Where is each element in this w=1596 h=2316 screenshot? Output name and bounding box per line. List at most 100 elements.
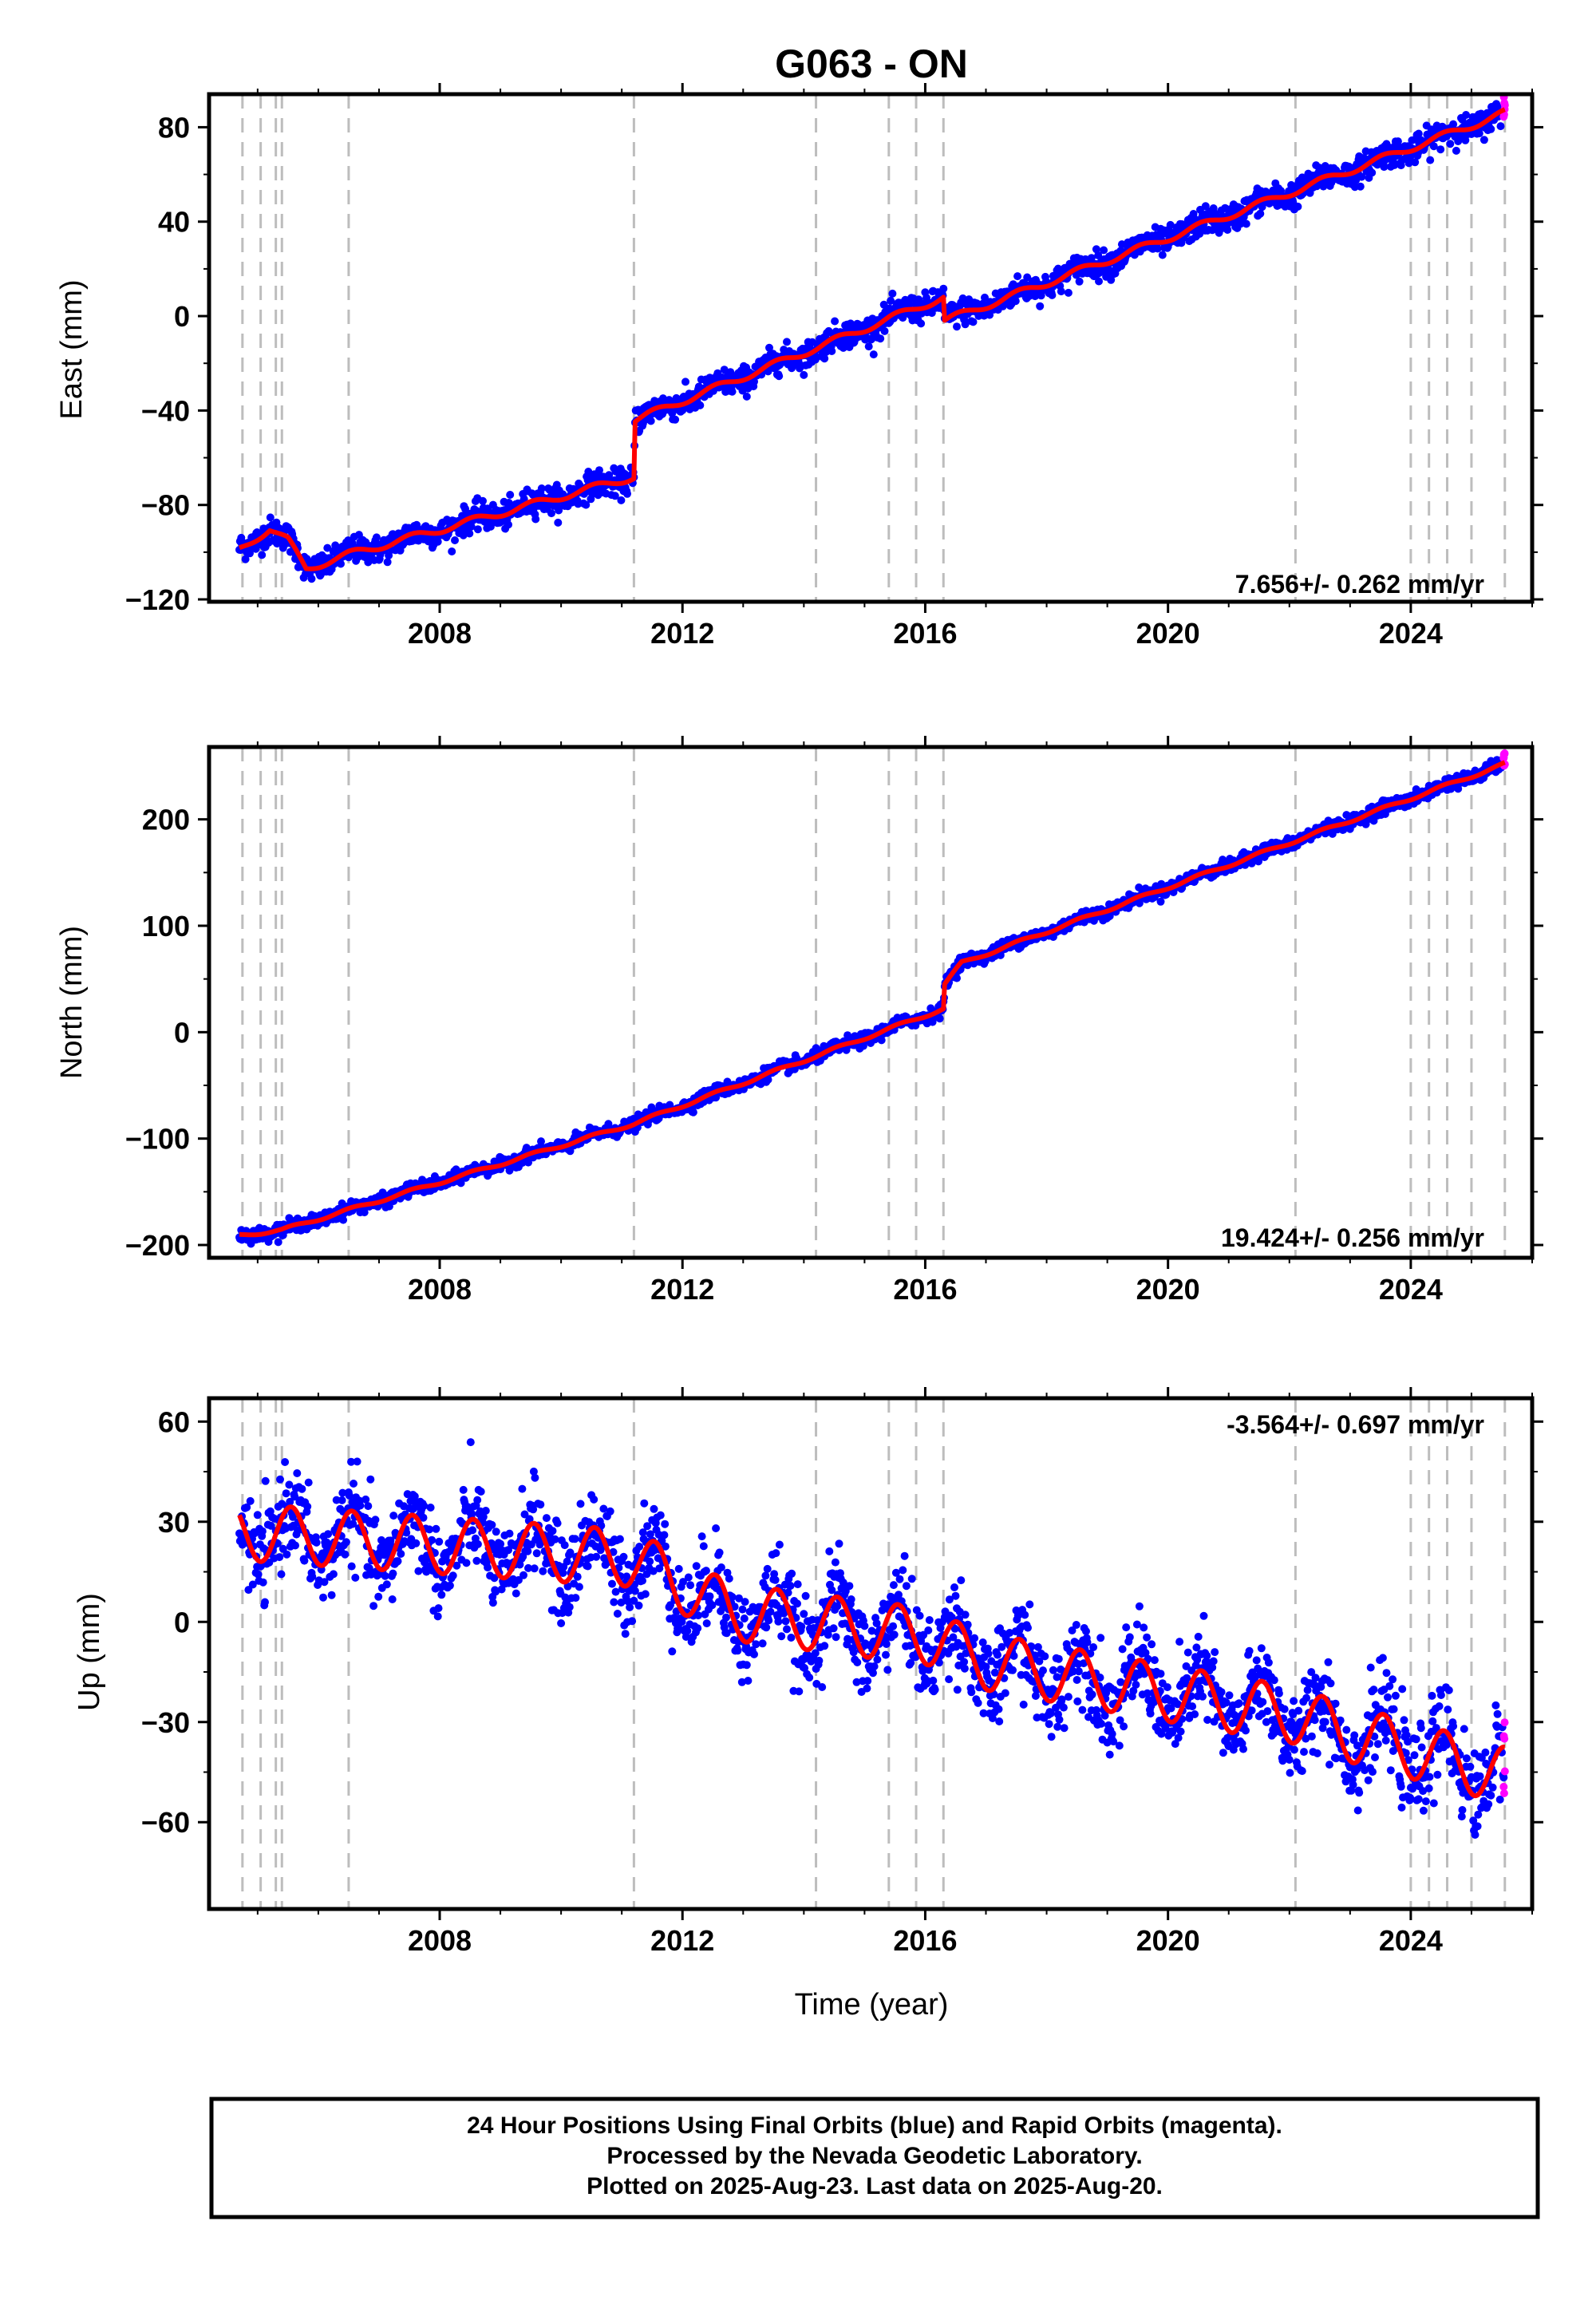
x-tick-label: 2020 [1136,1273,1200,1306]
position-point [1064,288,1073,297]
position-point [617,496,626,504]
x-tick-label: 2024 [1379,1273,1443,1306]
position-point [536,1500,545,1509]
position-point [364,1502,373,1511]
position-point [383,558,392,567]
position-point [253,1511,262,1520]
position-point [548,1527,557,1535]
position-point [1092,245,1100,254]
position-point [329,1570,338,1579]
position-point [986,310,994,319]
position-point [353,1457,361,1466]
position-point [530,1564,539,1573]
position-point [961,320,970,329]
position-point [532,1549,541,1558]
y-tick-label: −120 [125,583,190,616]
position-point [1414,129,1423,138]
position-point [327,1591,336,1599]
position-point [266,513,275,522]
position-point [246,1496,255,1505]
position-point [468,1509,476,1518]
y-tick-label: −100 [125,1123,190,1156]
position-point [275,1553,284,1562]
position-point [241,555,250,563]
position-point [448,1571,457,1580]
position-point [1166,220,1175,229]
position-point [258,551,267,559]
position-point [473,1539,482,1548]
position-point [504,520,512,529]
position-point [1436,145,1445,154]
position-point [351,1573,360,1582]
position-point [610,492,619,500]
position-point [828,347,836,355]
rapid-point [1500,749,1509,757]
position-point [646,417,655,425]
position-point [880,326,889,335]
north-y-axis-label: North (mm) [55,926,89,1079]
chart-title: G063 - ON [775,41,968,86]
position-point [414,1567,423,1575]
position-point [459,1485,468,1494]
position-point [277,1570,286,1579]
position-point [542,1514,551,1523]
position-point [341,1550,350,1559]
position-point [571,1594,580,1603]
position-point [337,559,345,568]
position-point [553,1519,562,1528]
x-tick-label: 2016 [893,1273,957,1306]
position-point [488,1599,497,1607]
position-point [1158,251,1167,259]
position-point [876,334,885,343]
position-point [531,515,540,524]
position-point [523,1547,532,1555]
position-point [765,343,773,352]
position-point [800,370,808,379]
position-point [300,1556,309,1565]
position-point [969,318,978,326]
position-point [1487,124,1495,133]
position-point [451,536,459,544]
east-panel: East (mm) 2008 2012 2016 2020 2024−120−80−40… [55,83,1543,650]
position-point [1426,156,1435,164]
position-point [696,401,705,409]
y-tick-label: 40 [158,206,190,239]
position-point [366,1475,375,1484]
position-point [869,350,878,359]
position-point [323,543,332,552]
position-point [382,1580,391,1589]
position-point [389,1569,397,1578]
position-point [1446,140,1455,148]
position-point [1368,168,1377,177]
position-point [347,1562,356,1571]
position-point [1087,254,1096,263]
position-point [592,1552,601,1561]
position-point [1023,273,1032,282]
up-position-points [235,1438,1509,1839]
position-point [467,522,476,531]
position-point [448,547,456,555]
model-curve [237,760,1507,1238]
position-point [285,1480,294,1489]
position-point [435,1537,444,1546]
position-point [324,1530,333,1539]
position-point [1156,897,1165,906]
y-tick-label: 0 [174,1016,190,1049]
position-point [291,1541,299,1550]
position-point [371,1516,380,1524]
x-tick-label: 2008 [408,1273,472,1306]
position-point [775,372,784,381]
position-point [472,1556,481,1565]
position-point [372,533,381,542]
position-point [319,1593,327,1602]
east-event-lines [241,94,1507,602]
position-point [479,496,487,505]
east-y-axis-label: East (mm) [55,279,89,419]
position-point [554,518,563,527]
position-point [434,1604,443,1613]
position-point [623,489,631,498]
position-point [350,1480,358,1488]
position-point [282,1489,290,1498]
position-point [1201,202,1210,211]
position-point [488,1520,496,1529]
